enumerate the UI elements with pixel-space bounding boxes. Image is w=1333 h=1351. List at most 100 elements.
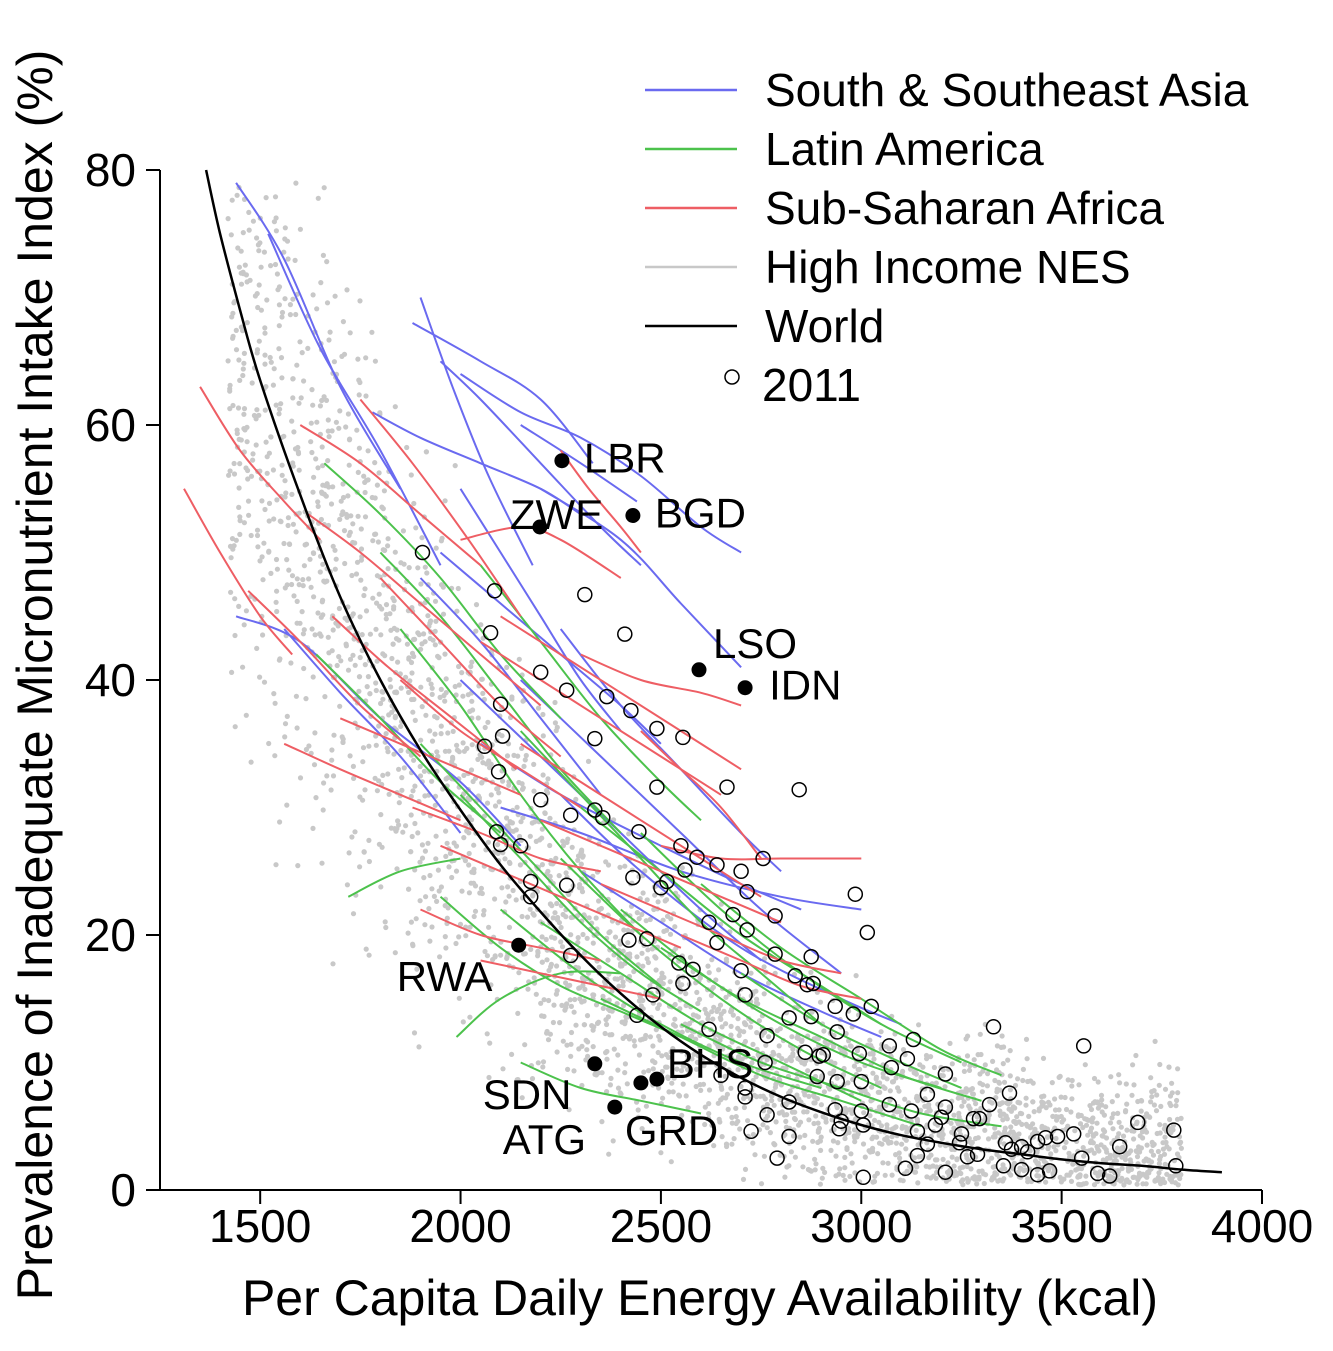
background-point (1059, 1119, 1065, 1125)
background-point (404, 641, 410, 647)
background-point (579, 885, 585, 891)
background-point (886, 1046, 892, 1052)
background-point (946, 1168, 952, 1174)
background-point (262, 330, 268, 336)
background-point (424, 570, 430, 576)
background-point (853, 973, 859, 979)
background-point (363, 355, 369, 361)
background-point (545, 776, 551, 782)
background-point (1148, 1099, 1154, 1105)
background-point (314, 306, 320, 312)
background-point (990, 1058, 996, 1064)
background-point (396, 766, 402, 772)
background-point (1082, 1062, 1088, 1068)
background-point (410, 941, 416, 947)
y-tick-label: 60 (85, 399, 136, 451)
background-point (330, 773, 337, 779)
background-point (978, 1105, 984, 1112)
background-point (237, 377, 243, 383)
background-point (874, 1134, 880, 1140)
background-point (593, 1002, 600, 1008)
background-point (412, 820, 418, 827)
background-point (706, 1087, 713, 1093)
background-point (548, 961, 555, 968)
background-point (952, 1076, 958, 1083)
background-point (1148, 1148, 1154, 1154)
point-2011 (587, 730, 603, 747)
background-point (966, 1103, 972, 1109)
background-point (794, 1092, 800, 1098)
background-point (263, 439, 269, 445)
background-point (889, 1134, 895, 1140)
background-point (754, 1030, 760, 1036)
background-point (289, 491, 295, 497)
background-point (385, 536, 391, 542)
background-point (236, 357, 242, 363)
background-point (231, 471, 238, 477)
background-point (638, 1003, 644, 1009)
background-point (522, 951, 528, 957)
background-point (687, 1034, 694, 1040)
background-point (753, 988, 759, 994)
background-point (1063, 1106, 1070, 1113)
background-point (1160, 1176, 1166, 1182)
background-point (1068, 1178, 1075, 1184)
background-point (1012, 1082, 1019, 1089)
background-point (273, 862, 279, 868)
point-2011 (733, 962, 749, 979)
background-point (330, 484, 336, 490)
background-point (509, 1051, 515, 1057)
background-point (333, 419, 339, 425)
background-point (782, 1174, 788, 1180)
background-point (443, 945, 449, 951)
background-point (274, 588, 280, 594)
background-point (460, 740, 466, 746)
background-point (596, 1070, 602, 1076)
background-point (709, 1009, 715, 1015)
background-point (546, 997, 552, 1004)
background-point (1168, 1130, 1174, 1136)
background-point (406, 886, 412, 892)
background-point (1173, 1103, 1179, 1109)
background-point (694, 1059, 701, 1065)
background-point (300, 583, 306, 589)
trend-line-latin-america (419, 743, 662, 987)
background-point (1048, 1151, 1054, 1157)
point-2011 (815, 1047, 831, 1063)
point-2011 (897, 1160, 914, 1177)
background-point (753, 1074, 759, 1080)
background-point (763, 1042, 769, 1048)
background-point (505, 825, 511, 831)
background-point (295, 444, 301, 451)
background-point (395, 659, 401, 665)
background-point (689, 1119, 695, 1125)
background-point (363, 393, 369, 399)
background-point (400, 829, 406, 835)
point-2011 (689, 849, 705, 865)
background-point (1120, 1144, 1126, 1150)
trend-line-sub-saharan-africa (339, 717, 522, 796)
background-point (519, 913, 525, 920)
background-point (264, 297, 270, 303)
background-point (1152, 1178, 1158, 1184)
background-point (548, 934, 555, 940)
background-point (432, 802, 438, 808)
background-point (1000, 1162, 1006, 1168)
background-point (709, 1122, 715, 1128)
background-point (336, 654, 342, 660)
background-point (693, 1036, 699, 1042)
background-point (472, 883, 479, 889)
background-point (1005, 1057, 1011, 1063)
background-point (997, 1108, 1003, 1114)
background-point (1002, 1125, 1008, 1131)
background-point (1166, 1146, 1172, 1152)
background-point (1161, 1151, 1168, 1157)
background-point (742, 1038, 749, 1045)
background-point (539, 835, 545, 841)
background-point (279, 314, 285, 320)
background-point (717, 1037, 723, 1043)
background-point (893, 1075, 899, 1081)
background-point (635, 1107, 641, 1113)
